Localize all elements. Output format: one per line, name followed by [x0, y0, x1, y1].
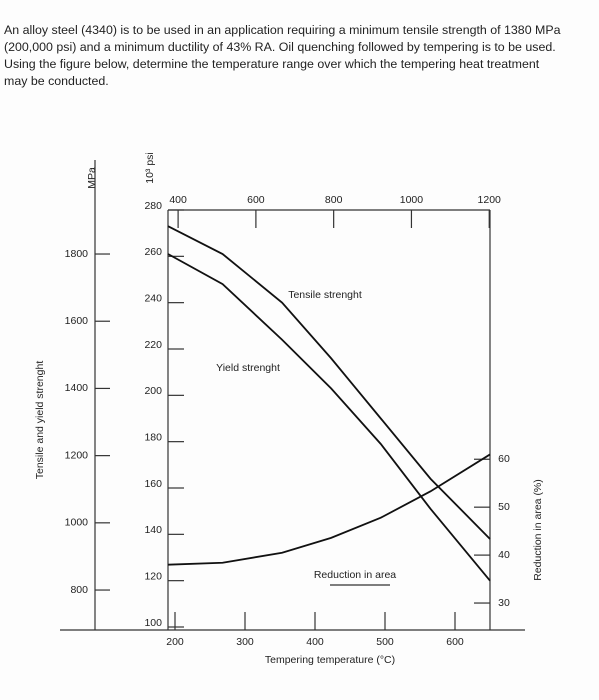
- y2-tick-label: 50: [498, 501, 510, 513]
- y3-tick-label: 800: [70, 584, 88, 596]
- series-line: [167, 253, 491, 582]
- y3-tick-label: 1200: [65, 449, 89, 461]
- y2-tick-label: 40: [498, 549, 510, 561]
- y-tick-label: 160: [144, 478, 162, 490]
- x-axis-title: Tempering temperature (°C): [265, 654, 395, 666]
- y-tick-label: 140: [144, 524, 162, 536]
- y-tick-label: 100: [144, 617, 162, 629]
- y-tick-label: 280: [144, 200, 162, 212]
- psi-unit: 10³ psi: [144, 152, 156, 184]
- y-tick-label: 220: [144, 339, 162, 351]
- x2-tick-label: 1000: [400, 194, 424, 206]
- x-tick-label: 500: [376, 636, 394, 648]
- series-line: [167, 225, 491, 540]
- y-axis-title: Tensile and yield strenght: [34, 361, 46, 480]
- x-tick-label: 600: [446, 636, 464, 648]
- x-tick-label: 400: [306, 636, 324, 648]
- series-label: Tensile strenght: [288, 289, 362, 301]
- y-tick-label: 180: [144, 431, 162, 443]
- x2-tick-label: 600: [247, 194, 265, 206]
- y-tick-label: 260: [144, 246, 162, 258]
- mpa-unit: MPa: [86, 167, 98, 189]
- y3-tick-label: 1000: [65, 517, 89, 529]
- y3-tick-label: 1600: [65, 315, 89, 327]
- y2-tick-label: 30: [498, 597, 510, 609]
- y-tick-label: 120: [144, 570, 162, 582]
- y-tick-label: 240: [144, 292, 162, 304]
- y3-tick-label: 1400: [65, 382, 89, 394]
- x-tick-label: 300: [236, 636, 254, 648]
- x-tick-label: 200: [166, 636, 184, 648]
- y-tick-label: 200: [144, 385, 162, 397]
- y2-axis-title: Reduction in area (%): [532, 479, 544, 581]
- x2-tick-label: 1200: [478, 194, 502, 206]
- problem-text: An alloy steel (4340) is to be used in a…: [4, 23, 561, 88]
- x2-tick-label: 800: [325, 194, 343, 206]
- series-label: Reduction in area: [314, 569, 396, 581]
- y3-tick-label: 1800: [65, 248, 89, 260]
- y2-tick-label: 60: [498, 453, 510, 465]
- x2-tick-label: 400: [169, 194, 187, 206]
- series-label: Yield strenght: [216, 362, 280, 374]
- series-line: [167, 453, 491, 566]
